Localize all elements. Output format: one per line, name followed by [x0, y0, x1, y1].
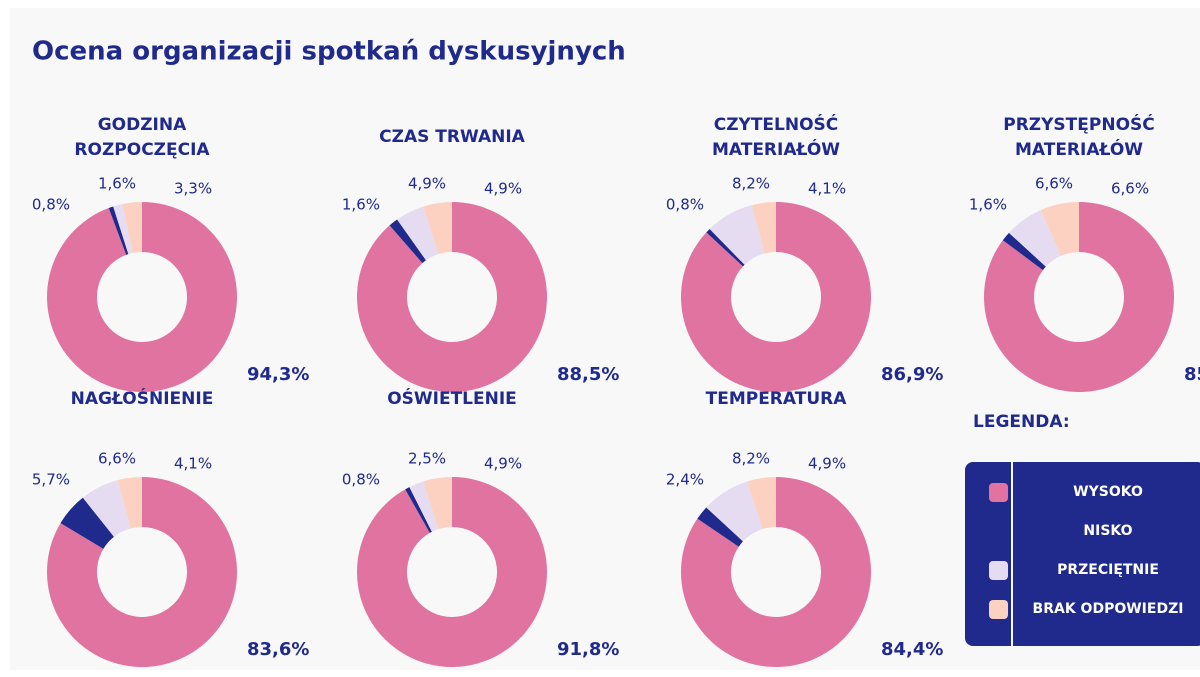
donut-segment — [423, 202, 452, 255]
value-label: 4,9% — [484, 180, 522, 198]
chart-title: GODZINA — [98, 115, 187, 135]
value-label: 5,7% — [32, 471, 70, 489]
donut-segment — [46, 202, 237, 393]
legend-label: NISKO — [1083, 523, 1132, 539]
value-label: 6,6% — [1111, 180, 1149, 198]
legend-label: WYSOKO — [1073, 484, 1143, 500]
chart-title: CZYTELNOŚĆ — [714, 113, 839, 135]
donut-segment — [681, 477, 871, 668]
legend-label: PRZECIĘTNIE — [1057, 562, 1159, 578]
value-label: 6,6% — [1035, 175, 1073, 193]
value-label: 88,5% — [557, 364, 619, 385]
value-label: 2,5% — [408, 450, 446, 468]
donut-segment — [697, 507, 743, 547]
donut-segment — [357, 477, 547, 668]
donut-segment — [706, 481, 763, 542]
value-label: 4,9% — [408, 175, 446, 193]
value-label: 2,4% — [666, 471, 704, 489]
chart-title: MATERIAŁÓW — [712, 138, 840, 160]
donut-segment — [1040, 202, 1079, 256]
chart-title: OŚWIETLENIE — [387, 387, 517, 409]
legend-title: LEGENDA: — [973, 412, 1070, 432]
donut-segment — [709, 205, 765, 265]
chart-title: PRZYSTĘPNOŚĆ — [1003, 113, 1155, 135]
value-label: 3,3% — [174, 180, 212, 198]
main-title: Ocena organizacji spotkań dyskusyjnych — [32, 37, 626, 67]
value-label: 1,6% — [342, 196, 380, 214]
value-label: 4,9% — [808, 455, 846, 473]
donut-segment — [423, 477, 452, 530]
chart-title: MATERIAŁÓW — [1015, 138, 1143, 160]
donut-segment — [1002, 232, 1046, 271]
value-label: 85,2% — [1184, 364, 1200, 385]
value-label: 1,6% — [98, 175, 136, 193]
value-label: 91,8% — [557, 639, 619, 660]
donut-segment — [113, 204, 133, 255]
legend-box — [965, 462, 1200, 646]
value-label: 4,9% — [484, 455, 522, 473]
value-label: 8,2% — [732, 175, 770, 193]
legend-swatch — [989, 561, 1008, 580]
value-label: 0,8% — [342, 471, 380, 489]
value-label: 1,6% — [969, 196, 1007, 214]
donut-segment — [357, 202, 548, 392]
value-label: 0,8% — [666, 196, 704, 214]
donut-segment — [751, 202, 776, 254]
chart-title: TEMPERATURA — [706, 389, 848, 409]
donut-segment — [984, 202, 1174, 393]
value-label: 4,1% — [808, 180, 846, 198]
donut-segment — [82, 480, 131, 537]
donut-segment — [389, 219, 426, 264]
value-label: 94,3% — [247, 364, 309, 385]
value-label: 4,1% — [174, 455, 212, 473]
donut-segment — [1008, 210, 1061, 267]
donut-segment — [60, 497, 114, 549]
value-label: 84,4% — [881, 639, 943, 660]
donut-segment — [706, 228, 745, 267]
legend-swatch — [989, 522, 1008, 541]
legend-swatch — [989, 483, 1008, 502]
legend-swatch — [989, 600, 1008, 619]
donut-segment — [747, 477, 776, 530]
donut-segment — [117, 477, 142, 529]
donut-segment — [122, 202, 142, 253]
donut-segment — [47, 477, 237, 667]
value-label: 0,8% — [32, 196, 70, 214]
value-label: 6,6% — [98, 450, 136, 468]
chart-title: CZAS TRWANIA — [379, 127, 526, 147]
donut-segment — [409, 481, 439, 532]
value-label: 8,2% — [732, 450, 770, 468]
chart-title: ROZPOCZĘCIA — [74, 140, 210, 160]
legend-label: BRAK ODPOWIEDZI — [1033, 601, 1184, 617]
donut-segment — [405, 487, 432, 533]
value-label: 86,9% — [881, 364, 943, 385]
donut-segment — [108, 206, 129, 255]
chart-title: NAGŁOŚNIENIE — [71, 387, 214, 409]
value-label: 83,6% — [247, 639, 309, 660]
donut-segment — [681, 202, 872, 393]
donut-segment — [397, 206, 439, 261]
